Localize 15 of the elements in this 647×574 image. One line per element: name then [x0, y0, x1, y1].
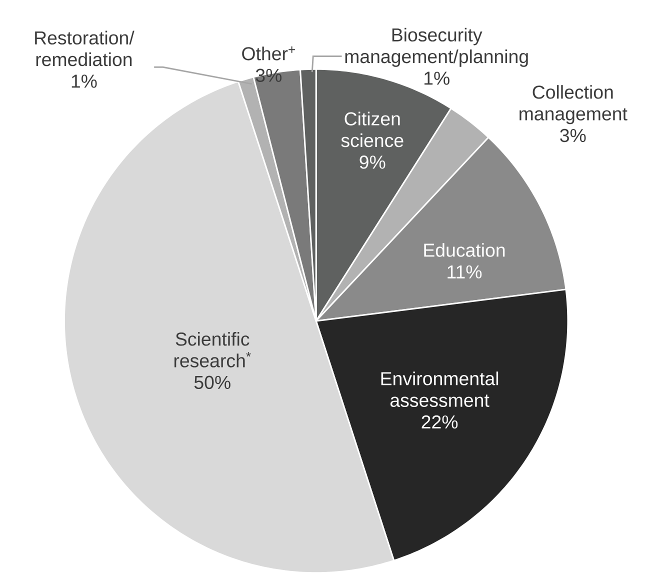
- data-label: 3%: [560, 129, 586, 142]
- data-label: 1%: [424, 72, 450, 85]
- slice-label: Restoration/ remediation: [35, 30, 134, 66]
- slice-label: Other$^{+}$: [242, 46, 295, 61]
- slice-label: Biosecurity management/planning: [345, 28, 528, 68]
- slice-label: Citizen science: [341, 112, 404, 148]
- slice-label: Collection management: [520, 85, 628, 124]
- data-label: 1%: [72, 74, 97, 88]
- slice-label: Environmental assessment: [381, 372, 498, 408]
- slice-label: Scientific research$^{*}$: [174, 332, 251, 368]
- slice-label: Education: [424, 243, 505, 258]
- data-label: 9%: [360, 156, 386, 169]
- data-label: 22%: [422, 416, 458, 429]
- data-label: 11%: [448, 266, 482, 279]
- data-label: 50%: [194, 376, 230, 390]
